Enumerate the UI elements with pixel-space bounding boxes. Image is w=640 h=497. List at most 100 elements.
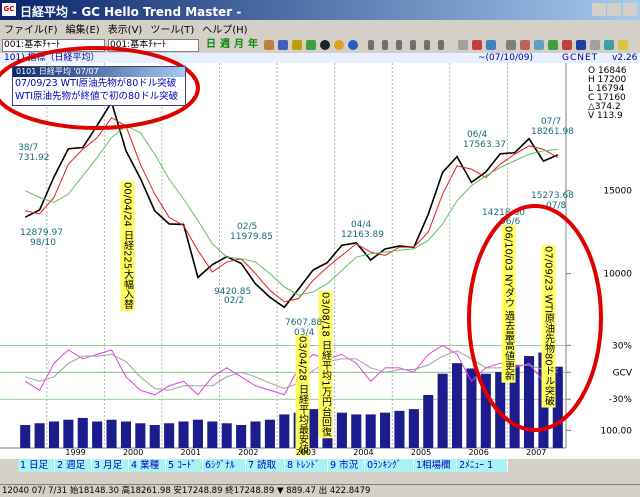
popup-header: 0101 日経平均 '07/07 (13, 67, 185, 77)
tool-icon[interactable] (548, 40, 558, 50)
event-label: 07/09/23 WTI原油先物80ドル突破 (543, 246, 555, 407)
function-tab[interactable]: 8 ﾄﾚﾝﾄﾞ (285, 459, 328, 472)
tool-icon[interactable] (520, 40, 530, 50)
event-label: 00/04/24 日経225大幅入替 (122, 182, 134, 310)
function-tab[interactable]: 6ｼｸﾞﾅﾙ (203, 459, 246, 472)
close-button[interactable] (623, 3, 637, 16)
tool-icon[interactable] (410, 40, 416, 50)
volume-bar (164, 423, 175, 448)
volume-bar (437, 373, 448, 448)
x-tick-label: 2007 (526, 448, 546, 457)
volume-bar (394, 410, 405, 448)
chart-header-version: v2.26 (612, 53, 638, 63)
title-bar: GC 日経平均 - GC Hello Trend Master - (0, 0, 640, 20)
tool-icon[interactable] (562, 40, 572, 50)
function-tab[interactable]: 7 読取 (246, 459, 285, 472)
menu-item[interactable]: ヘルプ(H) (202, 25, 248, 36)
function-tab[interactable]: 0ﾗﾝｷﾝｸﾞ (365, 459, 414, 472)
x-tick-label: 2006 (468, 448, 488, 457)
minimize-button[interactable] (592, 3, 606, 16)
ohlc-box: O 16846 H 17200 L 16794 C 17160 △374.2 V… (588, 66, 627, 121)
price-label: 38/7 (18, 143, 38, 153)
tool-icon[interactable] (534, 40, 544, 50)
menu-item[interactable]: 表示(V) (107, 25, 143, 36)
volume-bar (250, 421, 261, 448)
ohlc-value: O 16846 (588, 66, 627, 76)
volume-bar (106, 419, 117, 448)
app-icon: GC (2, 3, 16, 16)
tool-icon[interactable] (306, 40, 316, 50)
volume-bar (149, 425, 160, 448)
volume-bar (221, 423, 232, 448)
ohlc-value: H 17200 (588, 75, 627, 85)
maximize-button[interactable] (607, 3, 621, 16)
x-tick-label: 1999 (65, 448, 85, 457)
tool-icon[interactable] (320, 40, 330, 50)
function-tab[interactable]: 2 週足 (55, 459, 92, 472)
tool-icon[interactable] (576, 40, 586, 50)
price-label: 731.92 (18, 153, 50, 163)
tool-icon[interactable] (486, 40, 496, 50)
price-label: 04/4 (351, 220, 371, 230)
price-label: 06/6 (500, 217, 520, 227)
status-bar: 12040 07/ 7/31 始18148.30 高18261.98 安1724… (0, 484, 640, 497)
price-label: 98/10 (30, 238, 56, 248)
tool-icon[interactable] (292, 40, 302, 50)
tool-icon[interactable] (506, 40, 516, 50)
y-tick-label: GCV (613, 368, 633, 378)
volume-bar (178, 421, 189, 448)
price-label: 12163.89 (341, 230, 384, 240)
tool-icon[interactable] (368, 40, 374, 50)
volume-bar (523, 356, 535, 448)
period-button[interactable]: 日 (206, 39, 216, 50)
x-tick-label: 2001 (181, 448, 201, 457)
series-line (25, 117, 559, 303)
period-button[interactable]: 月 (234, 39, 244, 50)
menu-item[interactable]: 編集(E) (65, 25, 100, 36)
period-button[interactable]: 年 (248, 39, 258, 50)
tool-icon[interactable] (396, 40, 402, 50)
highlight-ellipse (467, 204, 603, 432)
volume-bar (20, 425, 31, 448)
volume-bar (264, 419, 275, 448)
chart-header: 101) 指標（日経平均） ~(07/10/09) GCNET v2.26 (0, 53, 640, 63)
function-tab[interactable]: 9 市況 (328, 459, 365, 472)
y-tick-label: -30% (609, 395, 633, 405)
menu-item[interactable]: ツール(T) (150, 25, 195, 36)
tool-icon[interactable] (458, 40, 468, 50)
event-background (541, 245, 556, 408)
period-button[interactable]: 週 (220, 39, 230, 50)
event-layer: 00/04/24 日経225大幅入替 03/04/28 日経平均最安値 03/0… (120, 181, 556, 456)
tool-icon[interactable] (424, 40, 430, 50)
tool-icon[interactable] (278, 40, 288, 50)
volume-bar (351, 414, 362, 448)
y-tick-label: 100.00 (601, 426, 633, 436)
volume-bar (336, 412, 347, 448)
function-tab[interactable]: 1相場欄 (414, 459, 457, 472)
tool-icon[interactable] (348, 40, 358, 50)
tool-icon[interactable] (472, 40, 482, 50)
tool-icon[interactable] (334, 40, 344, 50)
function-tab[interactable]: 5 ｺｰﾄﾞ (166, 459, 203, 472)
tool-icon[interactable] (590, 40, 600, 50)
function-tab[interactable]: 3 月足 (92, 459, 129, 472)
tool-icon[interactable] (618, 40, 628, 50)
function-tabs: 1 日足 2 週足 3 月足 4 業種 5 ｺｰﾄﾞ 6ｼｸﾞﾅﾙ 7 読取 8 ﾄﾚﾝﾄﾞ 9… (0, 459, 640, 473)
menu-item[interactable]: ファイル(F) (4, 25, 58, 36)
tool-icon[interactable] (438, 40, 444, 50)
function-tab[interactable]: 2ﾒﾆｭｰ 1 (457, 459, 508, 472)
volume-bar (466, 368, 477, 448)
function-tab[interactable]: 4 業種 (129, 459, 166, 472)
tool-icon[interactable] (264, 40, 274, 50)
volume-bar (120, 421, 131, 448)
price-label: 14218.60 (482, 208, 525, 218)
ohlc-value: C 17160 (588, 93, 626, 103)
function-tab[interactable]: 1 日足 (18, 459, 55, 472)
volume-bar (380, 412, 391, 448)
price-label: 17563.37 (463, 140, 506, 150)
event-background (318, 291, 333, 439)
tool-icon[interactable] (604, 40, 614, 50)
tool-icon[interactable] (382, 40, 388, 50)
y-tick-label: 15000 (603, 187, 632, 197)
series-line (24, 344, 559, 396)
